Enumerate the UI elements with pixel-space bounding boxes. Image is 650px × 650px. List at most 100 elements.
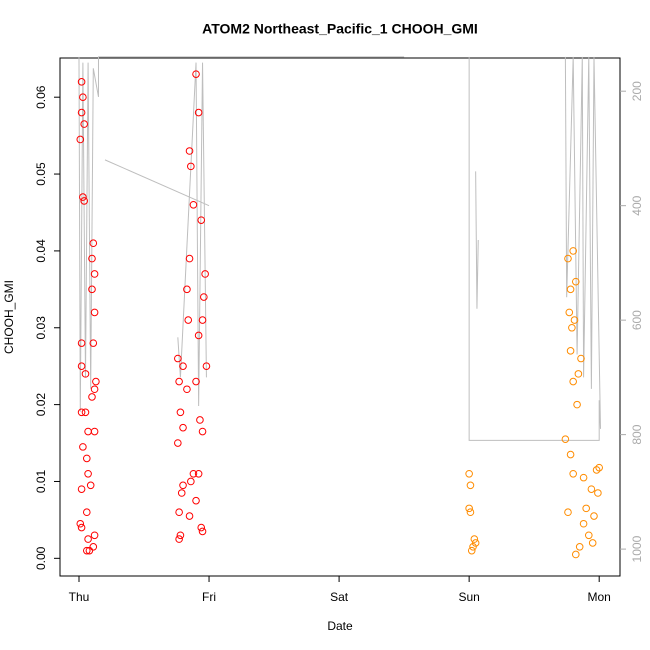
data-point [175, 535, 183, 543]
data-point [466, 481, 475, 490]
pressure-line [78, 56, 601, 441]
data-point [192, 377, 200, 386]
data-point [90, 531, 99, 540]
data-point [590, 512, 598, 520]
data-point [179, 423, 187, 432]
y-tick-label: 0.03 [34, 316, 48, 340]
data-point [77, 485, 86, 493]
data-point [174, 439, 182, 447]
y-tick-label: 0.04 [34, 239, 48, 263]
data-point [79, 193, 87, 201]
data-point [471, 539, 480, 547]
data-point [77, 78, 86, 86]
data-point [565, 308, 574, 317]
chart-title: ATOM2 Northeast_Pacific_1 CHOOH_GMI [202, 21, 478, 37]
y2-tick-label: 1000 [630, 535, 644, 562]
data-point [90, 270, 99, 278]
y2-tick-label: 400 [630, 195, 644, 215]
x-tick-label: Sat [330, 590, 349, 604]
y2-tick-label: 200 [630, 81, 644, 101]
data-point [92, 377, 100, 386]
data-point [82, 508, 91, 517]
data-point [81, 370, 90, 378]
data-point [187, 477, 195, 486]
data-point [79, 443, 87, 451]
data-point [577, 354, 585, 363]
data-point [82, 454, 91, 463]
x-axis-title: Date [327, 619, 353, 633]
data-point [85, 546, 94, 555]
data-point [469, 542, 477, 551]
y-tick-label: 0.00 [34, 546, 48, 570]
data-point [177, 489, 186, 497]
data-point [89, 239, 98, 248]
data-point [175, 377, 183, 386]
data-point [88, 393, 96, 401]
data-point [77, 339, 86, 347]
data-point [465, 504, 473, 513]
data-point [194, 331, 203, 340]
data-point [183, 285, 191, 294]
data-point [197, 523, 206, 532]
x-tick-label: Mon [588, 590, 611, 604]
data-point [80, 197, 88, 205]
data-point [200, 293, 208, 301]
data-point [574, 370, 583, 378]
y-tick-label: 0.06 [34, 85, 48, 109]
data-point [89, 542, 98, 551]
data-point [187, 162, 195, 171]
data-point [81, 408, 90, 417]
data-point [77, 408, 86, 417]
data-point [84, 535, 92, 543]
data-point [86, 481, 95, 490]
data-point [564, 508, 572, 517]
data-point [466, 508, 475, 517]
data-point [571, 550, 580, 559]
data-point [89, 339, 98, 347]
data-point [194, 469, 203, 478]
data-point [176, 408, 185, 417]
data-point [573, 400, 581, 409]
data-point [185, 147, 194, 155]
data-point [465, 469, 473, 478]
data-point [568, 323, 576, 332]
data-point [582, 504, 590, 513]
data-point [88, 285, 96, 294]
data-point [587, 485, 596, 493]
data-point [79, 93, 87, 101]
data-point [197, 216, 206, 224]
x-tick-label: Thu [69, 590, 90, 604]
data-point [189, 469, 198, 478]
data-point [80, 120, 88, 128]
data-point [90, 385, 99, 394]
data-point [566, 347, 575, 355]
data-point [88, 254, 96, 263]
data-point [579, 473, 588, 482]
y2-tick-label: 600 [630, 310, 644, 330]
data-point [571, 277, 580, 286]
data-point [185, 254, 194, 263]
data-point [90, 427, 99, 436]
data-point [76, 135, 85, 144]
plot-frame [59, 57, 621, 577]
data-point [470, 535, 479, 543]
data-point [467, 546, 476, 555]
x-tick-label: Sun [458, 590, 479, 604]
data-point [198, 527, 207, 536]
data-point [198, 316, 207, 324]
data-point [594, 489, 602, 497]
data-point [575, 542, 584, 551]
x-tick-label: Fri [202, 590, 216, 604]
data-point [77, 108, 86, 117]
data-point [202, 362, 211, 370]
data-point [189, 200, 198, 209]
data-point [592, 466, 601, 474]
data-point [584, 531, 593, 540]
data-point [176, 531, 185, 540]
data-point [77, 523, 86, 532]
data-point [183, 385, 191, 394]
data-point [179, 481, 187, 490]
data-point [564, 254, 572, 263]
